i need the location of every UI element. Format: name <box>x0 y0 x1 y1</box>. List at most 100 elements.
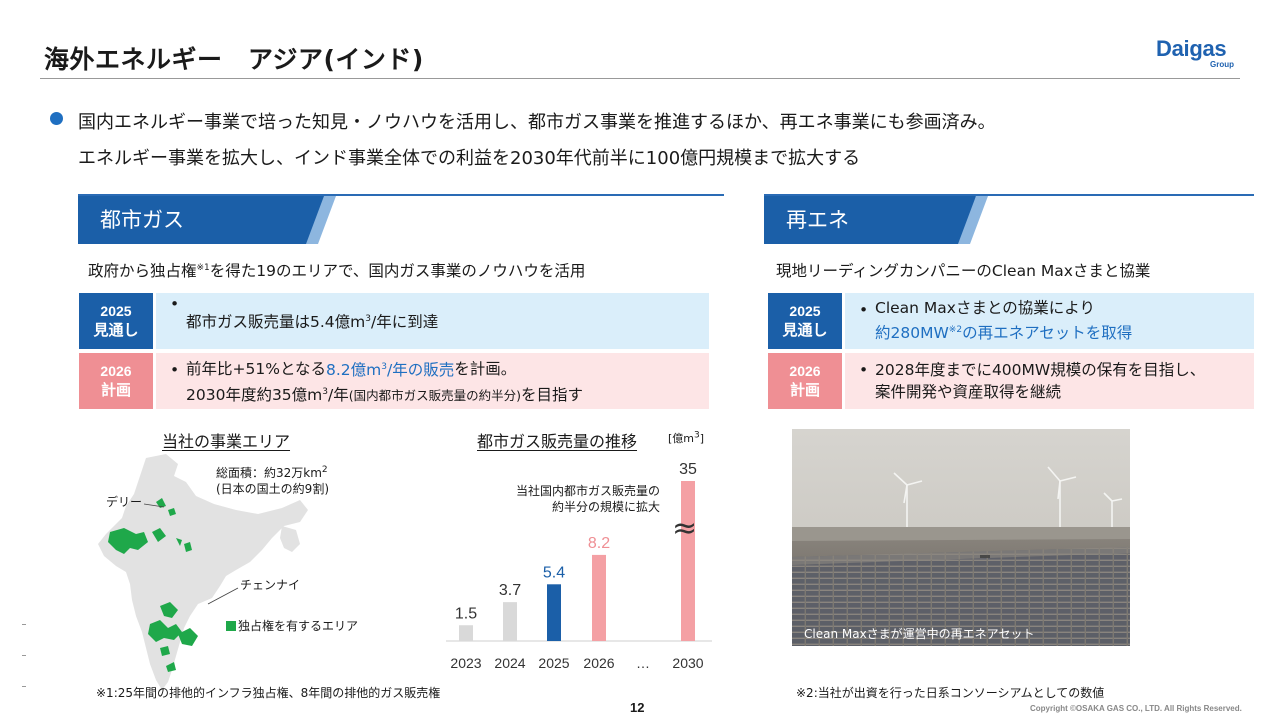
tag-kind: 計画 <box>789 381 820 399</box>
tag-kind: 見通し <box>93 321 139 339</box>
row-text: /年 <box>328 385 349 404</box>
territory-tn-1 <box>178 628 198 646</box>
row-text: 都市ガス販売量は5.4億m <box>186 313 366 332</box>
city-gas-header-rule <box>78 194 724 196</box>
unit-text: ] <box>699 432 705 445</box>
tag-kind: 計画 <box>100 381 131 399</box>
margin-mark <box>22 686 26 687</box>
renewables-2026-tag: 2026 計画 <box>768 353 842 409</box>
wind-turbine-icon <box>893 466 1123 527</box>
footnote-ref-1: ※1 <box>196 262 210 273</box>
logo-subtext: Group <box>1210 60 1234 69</box>
bar-2025 <box>547 584 561 641</box>
map-area-line-1: 総面積：約32万km2 <box>216 462 329 481</box>
tag-year: 2026 <box>789 363 821 379</box>
territory-tn-2 <box>160 646 170 656</box>
highlight-text: 8.2億m3/年の販売 <box>326 361 454 379</box>
chart-annotation-line-1: 当社国内都市ガス販売量の <box>516 484 661 498</box>
row-text: 前年比+51%となる <box>186 360 326 379</box>
logo-wordmark: Daigas <box>1156 36 1227 61</box>
map-area-line-2: (日本の国土の約9割) <box>216 482 329 496</box>
row-line-1: 前年比+51%となる8.2億m3/年の販売を計画。 <box>186 355 583 380</box>
page-number: 12 <box>630 700 645 715</box>
territory-central <box>176 538 182 546</box>
renewables-header-rule <box>764 194 1254 196</box>
renewables-2026-row: • 2028年度までに400MW規模の保有を目指し、 案件開発や資産取得を継続 <box>845 353 1254 409</box>
chart-title: 都市ガス販売量の推移 <box>477 432 638 451</box>
territory-north <box>156 498 166 508</box>
margin-mark <box>22 655 26 656</box>
territory-rajasthan <box>152 528 166 542</box>
city-gas-lead: 政府から独占権※1を得た19のエリアで、国内ガス事業のノウハウを活用 <box>88 259 585 281</box>
tag-kind: 見通し <box>782 321 828 339</box>
map-legend-label: 独占権を有するエリア <box>238 619 359 633</box>
row-text: を計画。 <box>454 360 517 379</box>
map-area-note: 総面積：約32万km2 (日本の国土の約9割) <box>216 462 329 497</box>
chennai-leader-line <box>207 587 239 605</box>
superscript: ※2 <box>948 325 963 336</box>
value-label-2023: 1.5 <box>455 605 477 622</box>
territory-delhi <box>168 508 176 516</box>
solar-farm-photo: Clean Maxさまが運営中の再エネアセット <box>792 429 1130 646</box>
x-tick-label: 2025 <box>538 655 569 671</box>
tag-year: 2026 <box>100 363 132 379</box>
value-label-2024: 3.7 <box>499 582 521 599</box>
title-divider <box>40 78 1240 79</box>
chart-annotation: 当社国内都市ガス販売量の 約半分の規模に拡大 <box>516 483 660 515</box>
axis-break-symbol: ≈ <box>672 511 698 546</box>
renewables-2025-tag: 2025 見通し <box>768 293 842 349</box>
northeast-region <box>280 526 300 552</box>
delhi-leader-line <box>143 503 165 508</box>
territory-karnataka-1 <box>160 602 178 618</box>
territory-karnataka-2 <box>148 620 182 642</box>
x-tick-label: 2023 <box>450 655 481 671</box>
row-text: 2030年度約35億m <box>186 385 323 404</box>
row-text: を目指す <box>521 385 584 404</box>
tag-year: 2025 <box>789 303 821 319</box>
row-text: 約280MW <box>875 324 949 343</box>
page-title: 海外エネルギー アジア(インド) <box>44 45 424 74</box>
chart-annotation-line-2: 約半分の規模に拡大 <box>552 500 661 514</box>
bar-2023 <box>459 625 473 641</box>
renewables-2025-row: • Clean Maxさまとの協業により 約280MW※2の再エネアセットを取得 <box>845 293 1254 349</box>
city-gas-lead-text-2: を得た19のエリアで、国内ガス事業のノウハウを活用 <box>209 262 586 280</box>
superscript: 3 <box>322 386 329 397</box>
photo-caption: Clean Maxさまが運営中の再エネアセット <box>804 627 1035 641</box>
city-gas-2026-text: 前年比+51%となる8.2億m3/年の販売を計画。 2030年度約35億m3/年… <box>186 355 583 406</box>
row-text: 8.2億m <box>325 360 382 379</box>
margin-mark <box>22 624 26 625</box>
map-area-text: 総面積：約32万km <box>216 466 322 480</box>
row-line-2: 案件開発や資産取得を継続 <box>875 383 1062 401</box>
territory-south <box>166 662 176 672</box>
renewables-2025-text: Clean Maxさまとの協業により 約280MW※2の再エネアセットを取得 <box>875 297 1132 344</box>
daigas-logo: Daigas Group <box>1156 36 1240 72</box>
bullet-dot-icon <box>50 112 63 125</box>
monopoly-territories <box>108 498 198 672</box>
map-label-chennai: チェンナイ <box>240 578 301 592</box>
row-line-1: Clean Maxさまとの協業により <box>875 299 1095 318</box>
bullet: • <box>859 361 869 379</box>
territory-gujarat <box>108 528 148 554</box>
city-gas-2026-tag: 2026 計画 <box>79 353 153 409</box>
city-gas-2025-text: 都市ガス販売量は5.4億m3/年に到達 <box>186 308 438 333</box>
city-gas-2026-row: • 前年比+51%となる8.2億m3/年の販売を計画。 2030年度約35億m3… <box>156 353 709 409</box>
x-tick-label: … <box>636 655 650 671</box>
bar-2030 <box>681 481 695 641</box>
renewables-section-header: 再エネ <box>764 196 976 244</box>
row-line-1: 2028年度までに400MW規模の保有を目指し、 <box>875 361 1206 379</box>
x-tick-label: 2024 <box>494 655 525 671</box>
city-gas-lead-text: 政府から独占権 <box>88 262 197 280</box>
row-line-2: 2030年度約35億m3/年(国内都市ガス販売量の約半分)を目指す <box>186 381 583 407</box>
value-label-2025: 5.4 <box>543 564 565 581</box>
legend-swatch <box>226 621 236 631</box>
renewables-section-title: 再エネ <box>786 208 849 232</box>
chart-unit: [億m3] <box>668 430 704 446</box>
bullet: • <box>170 361 180 379</box>
city-gas-2025-row: • 都市ガス販売量は5.4億m3/年に到達 <box>156 293 709 349</box>
row-small-text: (国内都市ガス販売量の約半分) <box>348 387 522 403</box>
superscript: 3 <box>381 361 387 372</box>
value-label-2026: 8.2 <box>588 535 610 552</box>
bar-2026 <box>592 554 606 641</box>
renewables-lead: 現地リーディングカンパニーのClean Maxさまと協業 <box>776 262 1151 280</box>
superscript: 2 <box>321 465 328 475</box>
